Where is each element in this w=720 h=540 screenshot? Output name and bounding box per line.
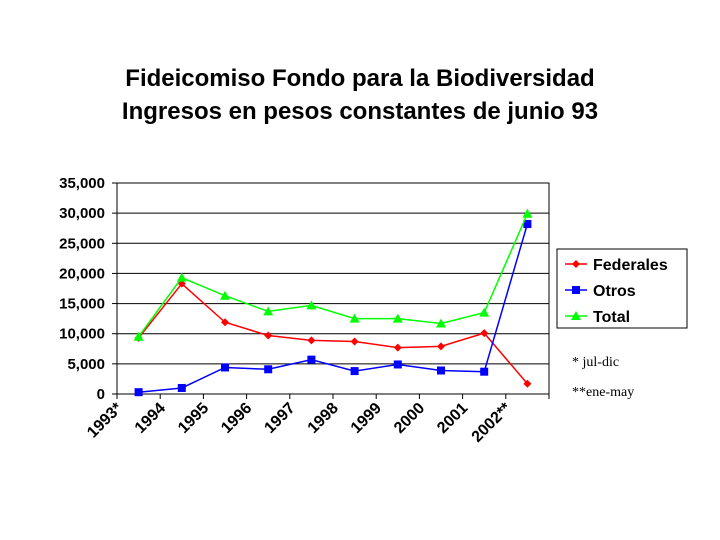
data-point-federales (437, 342, 445, 351)
chart-title-line-1: Fideicomiso Fondo para la Biodiversidad (125, 65, 594, 92)
data-point-otros (437, 366, 445, 375)
legend-item-federales: Federales (565, 257, 668, 274)
data-point-otros (134, 388, 143, 397)
x-tick-label: 1996 (218, 400, 255, 437)
data-point-otros (350, 367, 359, 376)
gridlines (117, 212, 549, 365)
plot-area (116, 182, 550, 395)
y-tick-label: 35,000 (59, 175, 105, 192)
x-tick-label: 1993* (84, 399, 126, 441)
legend-label-total: Total (593, 309, 630, 326)
series-otros (134, 219, 532, 397)
data-point-otros (264, 365, 273, 374)
data-point-total (176, 272, 187, 282)
x-tick-label: 2000 (391, 400, 428, 437)
data-point-federales (264, 331, 273, 340)
series-line-federales (138, 282, 528, 385)
data-point-total (522, 208, 533, 218)
y-tick-label: 20,000 (59, 265, 105, 282)
legend-marker-federales (572, 260, 580, 268)
data-point-total (436, 318, 446, 328)
data-point-federales (480, 329, 489, 338)
legend-marker-otros (572, 286, 580, 294)
y-tick-label: 25,000 (59, 235, 105, 252)
x-axis: 1993* 1994 1995 1996 1997 1998 1999 2000 2001200… (84, 394, 550, 446)
chart-title-line-2: Ingresos en pesos constantes de junio 93 (122, 98, 598, 125)
data-point-total (263, 306, 274, 316)
x-tick-label: 1998 (305, 400, 342, 437)
note-jul-dic: * jul-dic (572, 355, 619, 370)
x-tick-label: 1995 (175, 400, 212, 437)
legend-label-otros: Otros (593, 283, 636, 300)
data-point-total (392, 313, 403, 323)
data-point-total (220, 290, 230, 300)
data-point-total (133, 331, 144, 341)
y-axis: 0 5,000 10,000 15,000 20,000 25,000 30,000 35,0… (59, 175, 117, 403)
data-point-total (349, 313, 360, 323)
series-federales (134, 279, 532, 388)
series-line-otros (138, 223, 529, 393)
series-total (133, 208, 533, 341)
data-point-federales (221, 318, 229, 327)
y-tick-label: 30,000 (59, 205, 105, 222)
data-point-otros (480, 367, 489, 376)
data-point-federales (523, 379, 532, 388)
y-tick-label: 15,000 (59, 296, 105, 313)
x-tick-label: 1999 (348, 400, 385, 437)
data-point-total (479, 307, 490, 317)
data-point-otros (523, 219, 532, 228)
legend-item-total: Total (565, 309, 630, 326)
data-point-total (306, 300, 317, 310)
note-ene-may: **ene-may (572, 385, 634, 400)
data-point-federales (393, 343, 402, 352)
series-line-total (137, 213, 529, 338)
legend: Federales Otros Total (556, 248, 688, 329)
x-tick-label: 2001 (434, 400, 471, 437)
data-point-otros (307, 355, 316, 364)
x-tick-label: 1994 (132, 400, 169, 437)
data-point-otros (177, 383, 186, 392)
legend-label-federales: Federales (593, 257, 668, 274)
legend-item-otros: Otros (565, 283, 636, 300)
y-tick-label: 0 (97, 386, 105, 403)
y-tick-label: 10,000 (59, 326, 105, 343)
x-tick-label: 1997 (261, 400, 298, 437)
data-point-otros (221, 363, 229, 372)
data-point-otros (393, 360, 402, 369)
data-point-federales (177, 279, 186, 288)
legend-marker-total (571, 311, 581, 320)
x-tick-label: 2002** (469, 399, 516, 446)
y-tick-label: 5,000 (67, 356, 105, 373)
series (133, 208, 533, 397)
data-point-federales (307, 336, 316, 345)
data-point-federales (350, 337, 359, 346)
